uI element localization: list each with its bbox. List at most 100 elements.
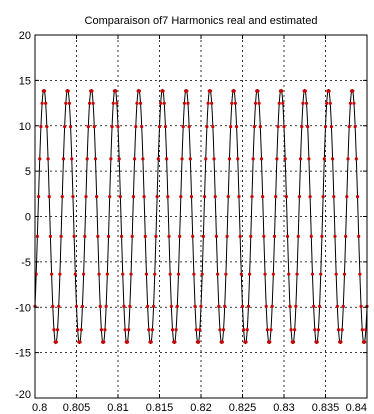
estimated-point-209 — [281, 101, 285, 105]
estimated-point-126 — [182, 101, 186, 105]
x-tick-label-0-82: 0.82 — [190, 402, 211, 414]
estimated-point-206 — [277, 101, 281, 105]
estimated-point-65 — [110, 125, 114, 129]
estimated-point-35 — [74, 304, 79, 308]
estimated-point-185 — [252, 125, 256, 129]
x-tick-label-0-825: 0.825 — [229, 402, 257, 414]
estimated-point-188 — [256, 89, 260, 93]
estimated-point-59 — [103, 328, 107, 332]
estimated-point-171 — [236, 157, 240, 161]
y-tick-label--5: -5 — [21, 257, 31, 269]
estimated-point-272 — [355, 195, 360, 199]
estimated-point-123 — [179, 195, 183, 199]
estimated-point-246 — [325, 101, 329, 105]
y-tick-label--15: -15 — [15, 348, 31, 360]
estimated-point-244 — [322, 157, 326, 161]
estimated-point-194 — [263, 272, 267, 276]
estimated-point-239 — [316, 328, 320, 332]
estimated-point-46 — [87, 101, 92, 105]
estimated-point-121 — [176, 272, 181, 276]
estimated-point-103 — [155, 195, 159, 199]
estimated-point-58 — [102, 340, 106, 344]
estimated-point-78 — [125, 340, 130, 344]
estimated-point-254 — [334, 272, 338, 276]
estimated-point-141 — [200, 272, 204, 276]
estimated-point-36 — [76, 328, 80, 332]
x-tick-label-0-83: 0.83 — [273, 402, 294, 414]
estimated-point-110 — [163, 125, 168, 129]
estimated-point-74 — [121, 272, 125, 276]
estimated-point-205 — [276, 125, 280, 129]
estimated-point-112 — [166, 195, 170, 199]
x-tick-label-0-84: 0.84 — [346, 402, 367, 414]
estimated-point-55 — [98, 304, 102, 308]
estimated-point-14 — [50, 272, 54, 276]
estimated-point-66 — [111, 101, 115, 105]
estimated-point-129 — [186, 101, 190, 105]
estimated-point-69 — [115, 101, 119, 105]
estimated-point-234 — [310, 272, 315, 276]
estimated-point-111 — [165, 157, 169, 161]
estimated-point-109 — [162, 101, 166, 105]
estimated-point-15 — [51, 304, 55, 308]
estimated-point-223 — [297, 195, 302, 199]
estimated-point-84 — [133, 157, 137, 161]
estimated-point-31 — [70, 157, 74, 161]
estimated-point-229 — [304, 101, 309, 105]
estimated-point-75 — [122, 304, 126, 308]
estimated-point-38 — [78, 340, 82, 344]
estimated-point-23 — [60, 195, 64, 199]
estimated-point-30 — [68, 125, 73, 129]
estimated-point-178 — [244, 340, 248, 344]
estimated-point-184 — [251, 157, 255, 161]
estimated-point-136 — [194, 328, 198, 332]
estimated-point-258 — [339, 340, 343, 344]
estimated-point-143 — [202, 195, 207, 199]
estimated-point-8 — [42, 89, 47, 93]
estimated-point-22 — [59, 234, 63, 238]
estimated-point-169 — [233, 101, 237, 105]
estimated-point-266 — [348, 101, 352, 105]
estimated-point-170 — [234, 125, 239, 129]
estimated-point-218 — [291, 340, 296, 344]
estimated-point-243 — [321, 195, 325, 199]
estimated-point-238 — [315, 340, 319, 344]
estimated-point-138 — [197, 340, 201, 344]
estimated-point-276 — [360, 328, 364, 332]
estimated-point-253 — [333, 234, 337, 238]
estimated-point-252 — [332, 195, 336, 199]
estimated-point-233 — [309, 234, 313, 238]
estimated-point-139 — [198, 328, 202, 332]
estimated-point-39 — [79, 328, 83, 332]
estimated-point-93 — [143, 234, 147, 238]
estimated-point-91 — [141, 157, 145, 161]
estimated-point-63 — [108, 195, 112, 199]
estimated-point-219 — [293, 328, 297, 332]
estimated-point-251 — [331, 157, 335, 161]
estimated-point-72 — [118, 195, 122, 199]
estimated-point-151 — [212, 157, 216, 161]
estimated-point-106 — [159, 101, 163, 105]
estimated-point-160 — [223, 304, 227, 308]
estimated-point-226 — [301, 101, 305, 105]
estimated-point-142 — [201, 234, 205, 238]
y-tick-label-10: 10 — [19, 121, 31, 133]
estimated-point-94 — [144, 272, 149, 276]
estimated-point-193 — [262, 234, 266, 238]
estimated-point-259 — [340, 328, 344, 332]
estimated-point-195 — [264, 304, 268, 308]
estimated-point-248 — [327, 89, 331, 93]
estimated-point-198 — [268, 340, 272, 344]
estimated-point-125 — [181, 125, 185, 129]
estimated-point-43 — [84, 195, 88, 199]
estimated-point-152 — [213, 195, 217, 199]
estimated-point-140 — [199, 304, 203, 308]
estimated-point-199 — [269, 328, 273, 332]
estimated-point-13 — [48, 234, 53, 238]
estimated-point-168 — [232, 89, 236, 93]
estimated-point-44 — [85, 157, 89, 161]
estimated-point-249 — [328, 101, 332, 105]
estimated-point-221 — [295, 272, 299, 276]
estimated-point-260 — [341, 304, 345, 308]
estimated-point-98 — [149, 340, 153, 344]
